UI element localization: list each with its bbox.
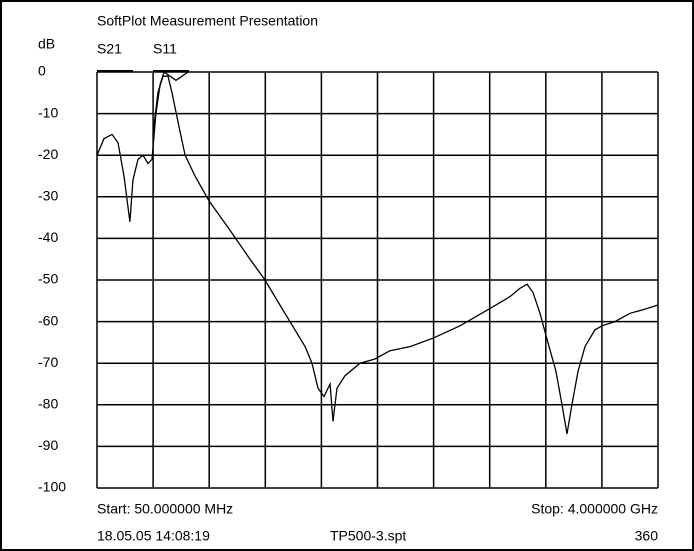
legend-label: S11 bbox=[153, 41, 177, 57]
points: 360 bbox=[635, 528, 659, 544]
y-tick-label: -60 bbox=[38, 312, 58, 328]
stop-label: Stop: 4.000000 GHz bbox=[531, 501, 658, 517]
y-tick-label: -80 bbox=[38, 396, 58, 412]
y-tick-label: -70 bbox=[38, 354, 58, 370]
chart-title: SoftPlot Measurement Presentation bbox=[97, 13, 318, 29]
y-tick-label: 0 bbox=[38, 63, 46, 79]
series-line bbox=[152, 75, 659, 435]
filename: TP500-3.spt bbox=[330, 528, 406, 544]
start-label: Start: 50.000000 MHz bbox=[97, 501, 233, 517]
legend-label: S21 bbox=[97, 41, 122, 57]
y-tick-label: -40 bbox=[38, 229, 58, 245]
y-tick-label: -50 bbox=[38, 271, 58, 287]
y-tick-label: -30 bbox=[38, 188, 58, 204]
y-tick-label: -20 bbox=[38, 146, 58, 162]
y-tick-label: -100 bbox=[38, 479, 66, 495]
y-axis-label: dB bbox=[38, 36, 55, 52]
timestamp: 18.05.05 14:08:19 bbox=[97, 528, 210, 544]
series-line bbox=[96, 70, 189, 222]
y-tick-label: -10 bbox=[38, 104, 58, 120]
y-tick-label: -90 bbox=[38, 437, 58, 453]
